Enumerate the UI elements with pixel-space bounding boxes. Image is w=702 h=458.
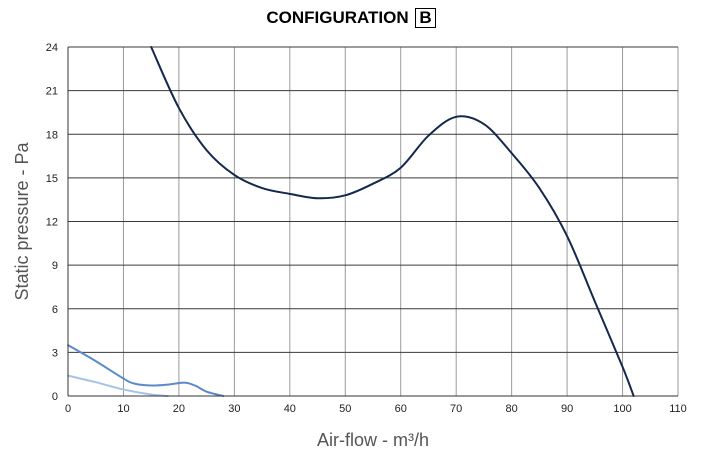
y-tick-label: 0 (52, 391, 58, 403)
y-tick-label: 6 (52, 304, 58, 316)
tick-labels: 0 10 20 30 40 50 60 70 80 90 100 110 0 3 6 9 12 15 18 21 24 (46, 42, 687, 415)
y-axis-label: Static pressure - Pa (12, 141, 32, 300)
x-tick-label: 60 (395, 403, 407, 415)
y-tick-label: 24 (46, 42, 58, 54)
chart-title-badge: B (415, 8, 436, 28)
series-layer (67, 46, 635, 397)
x-tick-label: 10 (117, 403, 129, 415)
y-tick-label: 21 (46, 86, 58, 98)
x-tick-label: 50 (339, 403, 351, 415)
chart-title: CONFIGURATION B (0, 8, 702, 28)
y-tick-label: 12 (46, 217, 58, 229)
x-axis-label: Air-flow - m³/h (317, 430, 429, 450)
series-line-1 (150, 46, 635, 397)
x-tick-label: 70 (450, 403, 462, 415)
axes (67, 47, 678, 397)
x-tick-label: 30 (228, 403, 240, 415)
x-tick-label: 80 (506, 403, 518, 415)
x-tick-label: 100 (613, 403, 631, 415)
x-tick-label: 110 (669, 403, 687, 415)
y-tick-label: 18 (46, 129, 58, 141)
y-tick-label: 3 (52, 347, 58, 359)
x-tick-label: 0 (65, 403, 71, 415)
x-tick-label: 40 (284, 403, 296, 415)
x-tick-label: 20 (173, 403, 185, 415)
series-line-3 (67, 374, 169, 397)
chart-title-text: CONFIGURATION (266, 8, 409, 27)
x-tick-label: 90 (561, 403, 573, 415)
series-line-2 (67, 344, 225, 397)
y-tick-label: 9 (52, 260, 58, 272)
y-tick-label: 15 (46, 173, 58, 185)
grid (67, 46, 679, 397)
